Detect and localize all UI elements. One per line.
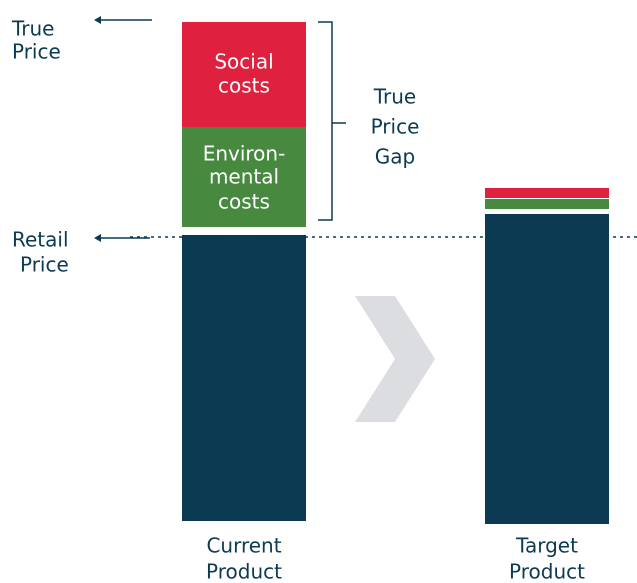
product-label: Target (515, 534, 578, 558)
gap-label: True (373, 85, 416, 109)
segment-label: mental (209, 165, 279, 189)
marker-label: Price (12, 40, 61, 64)
segment-label: Social (214, 50, 273, 74)
gap-label: Gap (375, 145, 415, 169)
target-retail-block (485, 214, 609, 524)
product-label: Current (206, 534, 281, 558)
arrow-head (94, 234, 101, 242)
social-costs-block (182, 22, 306, 127)
gap-bracket (318, 21, 333, 221)
product-label: Product (509, 560, 585, 583)
layout (94, 16, 637, 524)
current-retail-block (182, 235, 306, 521)
target-environmental-block (485, 199, 609, 209)
product-label: Product (206, 560, 282, 583)
arrow-head (94, 16, 101, 24)
marker-label: Retail (12, 228, 69, 252)
marker-label: Price (20, 253, 69, 277)
target-social-block (485, 188, 609, 198)
environmental-costs-block (182, 127, 306, 227)
segment-label: costs (218, 74, 270, 98)
marker-label: True (11, 17, 54, 41)
gap-label: Price (371, 115, 420, 139)
segment-label: Environ- (203, 142, 286, 166)
chevron (355, 296, 435, 422)
segment-label: costs (218, 190, 270, 214)
